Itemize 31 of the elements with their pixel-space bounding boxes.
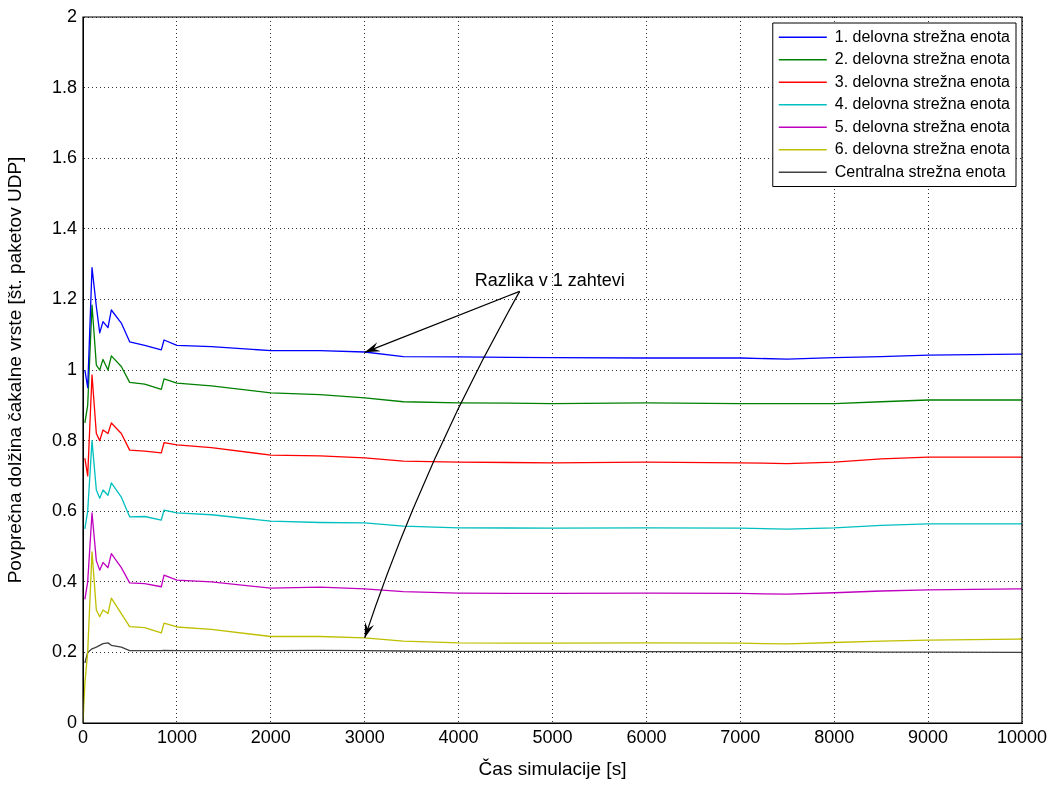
y-tick-label: 0 [66, 711, 77, 732]
x-tick-label: 2000 [250, 726, 291, 747]
legend-label: Centralna strežna enota [834, 162, 1006, 180]
x-tick-label: 6000 [626, 726, 667, 747]
y-tick-label: 2 [66, 5, 77, 26]
x-tick-label: 8000 [814, 726, 855, 747]
y-axis-title: Povprečna dolžina čakalne vrste [št. paketov UDP] [3, 156, 25, 584]
x-tick-label: 10000 [996, 726, 1048, 747]
x-axis-title: Čas simulacije [s] [478, 757, 627, 779]
x-tick-label: 3000 [344, 726, 385, 747]
y-tick-label: 1 [66, 358, 77, 379]
y-tick-label: 1.2 [51, 288, 77, 309]
annotation: Razlika v 1 zahtevi [474, 270, 625, 291]
legend-label: 5. delovna strežna enota [834, 117, 1011, 135]
legend-label: 1. delovna strežna enota [834, 27, 1011, 45]
x-tick-label: 1000 [156, 726, 197, 747]
legend-label: 4. delovna strežna enota [834, 95, 1011, 113]
legend-label: 2. delovna strežna enota [834, 50, 1011, 68]
y-tick-label: 0.2 [51, 641, 77, 662]
y-tick-label: 0.4 [51, 570, 77, 591]
legend-label: 3. delovna strežna enota [834, 72, 1011, 90]
legend-label: 6. delovna strežna enota [834, 140, 1011, 158]
x-tick-label: 4000 [438, 726, 479, 747]
y-tick-label: 1.6 [51, 147, 77, 168]
x-tick-label: 9000 [908, 726, 949, 747]
y-tick-label: 0.6 [51, 500, 77, 521]
x-tick-label: 7000 [720, 726, 761, 747]
y-tick-label: 0.8 [51, 429, 77, 450]
y-tick-label: 1.8 [51, 76, 77, 97]
y-tick-label: 1.4 [51, 217, 77, 238]
x-tick-label: 5000 [532, 726, 573, 747]
